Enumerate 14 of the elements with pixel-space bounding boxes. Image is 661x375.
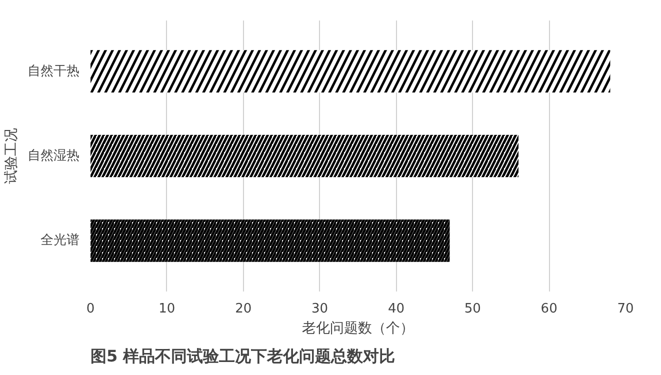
x-tick-label: 30 bbox=[312, 302, 328, 316]
y-tick-label: 全光谱 bbox=[40, 233, 80, 248]
text: 图5 样品不同试验工况下老化问题总数对比 bbox=[90, 346, 396, 366]
x-tick-label: 60 bbox=[540, 302, 558, 316]
x-tick-label: 0 bbox=[86, 302, 95, 316]
x-tick-label: 40 bbox=[388, 302, 404, 316]
x-axis-title: 老化问题数（个） bbox=[302, 320, 414, 336]
x-tick-label: 50 bbox=[464, 302, 481, 316]
x-tick-label: 20 bbox=[235, 302, 252, 316]
x-tick-label: 70 bbox=[617, 302, 634, 316]
y-tick-label: 自然湿热 bbox=[28, 148, 80, 164]
y-axis-title: 试验工况 bbox=[4, 128, 20, 184]
y-tick-label: 自然干热 bbox=[28, 64, 80, 79]
x-tick-label: 10 bbox=[158, 302, 176, 316]
